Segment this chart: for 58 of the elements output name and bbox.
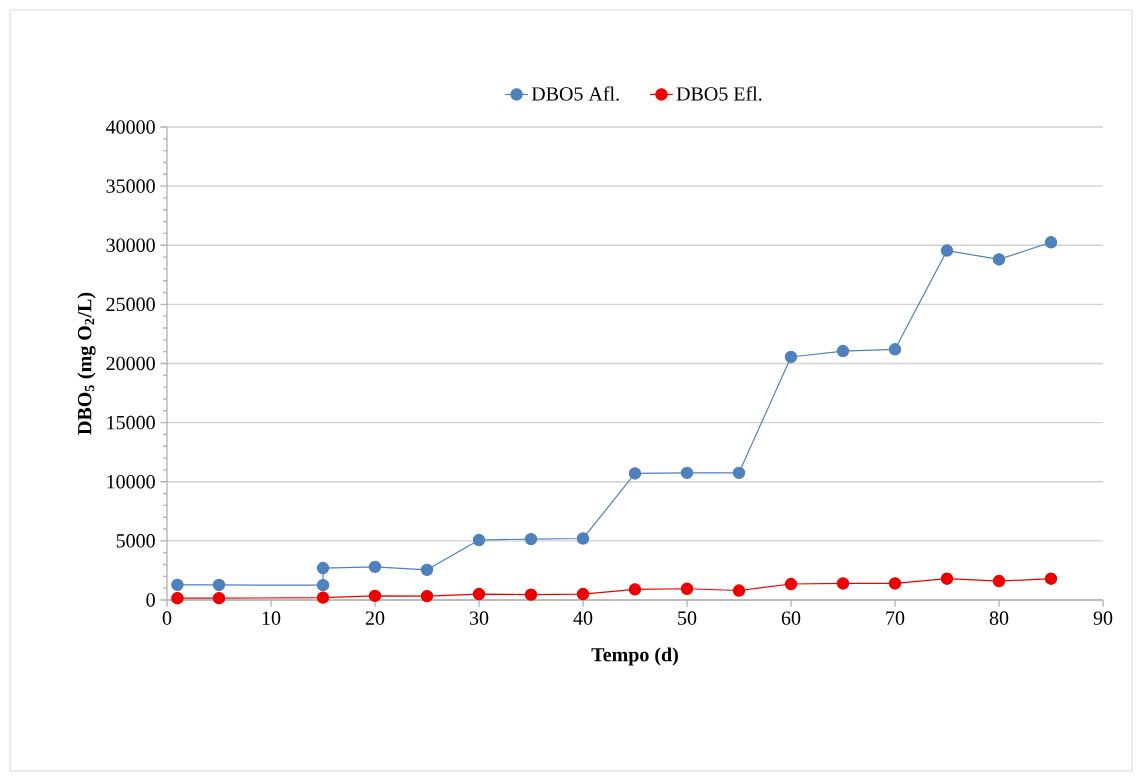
point xyxy=(680,466,694,480)
point xyxy=(1044,572,1058,585)
point xyxy=(472,533,486,547)
x-tick-label: 10 xyxy=(262,611,281,625)
point xyxy=(888,577,902,590)
legend-label: DBO5 Afl. xyxy=(531,86,619,101)
point xyxy=(940,244,954,257)
point xyxy=(171,592,184,605)
point xyxy=(940,572,954,585)
y-tick-label: 30000 xyxy=(106,238,155,252)
x-tick-label: 60 xyxy=(781,611,801,625)
x-tick-label: 40 xyxy=(573,611,593,625)
y-tick-label: 35000 xyxy=(106,179,155,193)
point xyxy=(732,584,746,597)
point xyxy=(836,344,850,358)
point xyxy=(524,532,538,546)
point xyxy=(212,592,226,605)
y-tick-label: 0 xyxy=(146,593,155,607)
point xyxy=(420,563,434,577)
point xyxy=(888,343,902,356)
point xyxy=(576,532,590,545)
y-tick-label: 5000 xyxy=(116,534,155,548)
y-tick-label: 15000 xyxy=(107,415,155,430)
x-tick-label: 70 xyxy=(886,611,905,625)
x-tick-label: 20 xyxy=(365,611,385,625)
point xyxy=(524,588,538,601)
point xyxy=(171,578,184,592)
x-tick-label: 80 xyxy=(989,611,1009,625)
y-tick-label: 25000 xyxy=(106,297,155,312)
point xyxy=(992,253,1006,266)
point xyxy=(576,587,590,601)
y-tick-label: 10000 xyxy=(107,474,155,489)
point xyxy=(420,589,434,603)
point xyxy=(316,579,330,592)
point xyxy=(1044,236,1058,249)
point xyxy=(784,577,798,591)
legend-label: DBO5 Efl. xyxy=(676,86,762,101)
point xyxy=(732,466,746,480)
x-tick-label: 0 xyxy=(162,611,172,625)
point xyxy=(316,561,330,575)
x-tick-label: 30 xyxy=(469,611,489,625)
x-axis-title: Tempo (d) xyxy=(591,647,678,666)
point xyxy=(472,587,486,601)
y-tick-label: 20000 xyxy=(106,356,155,371)
x-tick-label: 90 xyxy=(1093,611,1113,625)
y-tick-label: 40000 xyxy=(106,120,155,134)
point xyxy=(368,589,382,603)
point xyxy=(628,467,642,480)
x-tick-label: 50 xyxy=(678,611,697,625)
point xyxy=(212,578,226,592)
point xyxy=(628,583,642,596)
point xyxy=(836,577,850,590)
y-axis-title: DBO$_{5}$ (mg O$_{2}$/L) xyxy=(77,292,96,435)
point xyxy=(992,574,1006,588)
point xyxy=(368,560,382,574)
point xyxy=(784,350,798,364)
point xyxy=(680,582,694,595)
point xyxy=(316,591,330,604)
